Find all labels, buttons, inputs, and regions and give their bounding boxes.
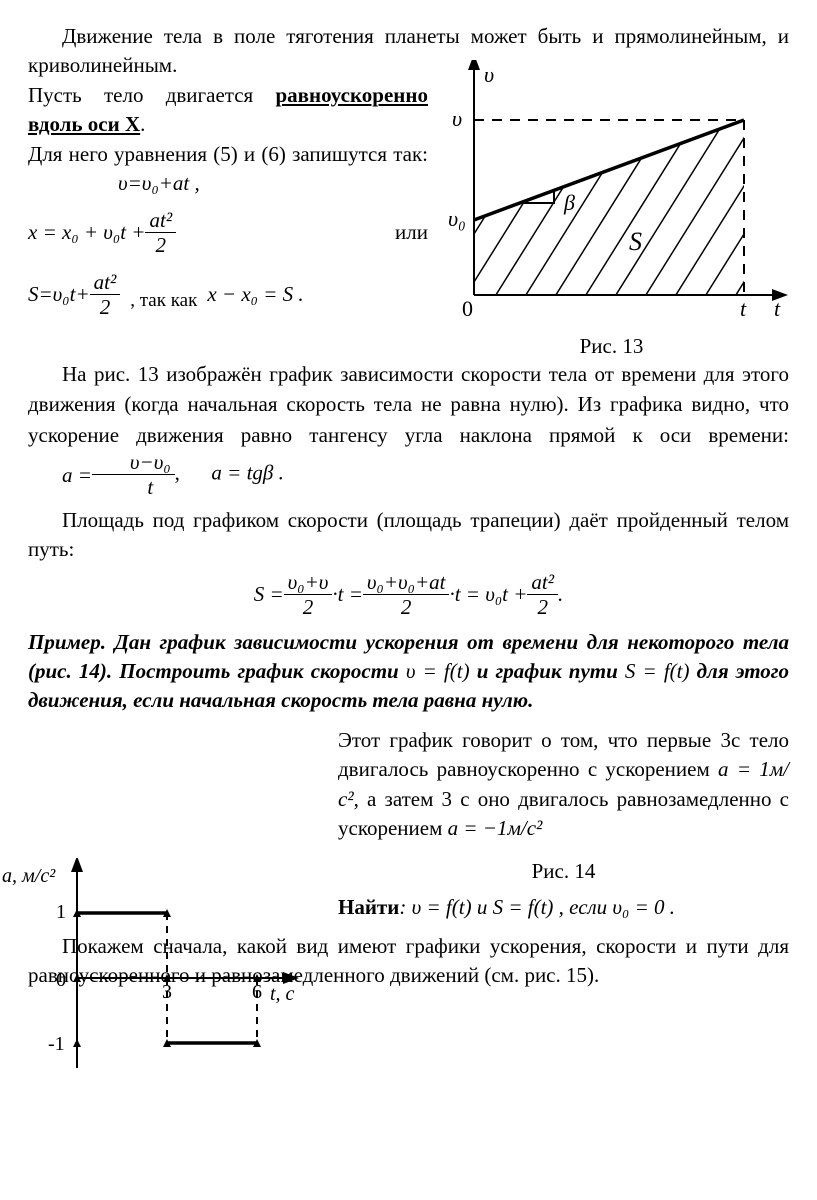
eq4-frac: υ−υ₀ t	[92, 450, 175, 499]
para-6: Этот график говорит о том, что первые 3с…	[338, 726, 789, 844]
eq3-pre: S=υ₀t+	[28, 280, 90, 309]
eq3-num: at²	[90, 270, 121, 295]
fig13-beta: β	[563, 190, 575, 215]
fig14-xlabel: t, с	[270, 983, 295, 1005]
eq4-pre: a =	[28, 460, 92, 490]
eq5-frac-a: υ₀+υ 2	[284, 570, 333, 619]
para-2c: .	[140, 112, 145, 136]
eq4-mid: ,	[175, 461, 180, 485]
eq5-a-mid: ·t =	[332, 580, 363, 609]
find-line: Найти: υ = f(t) и S = f(t) , если υ₀ = 0…	[338, 893, 789, 922]
eq3-mid: , так как	[130, 288, 197, 319]
para-4: На рис. 13 изображён график зависимости …	[28, 359, 789, 500]
fig13-caption: Рис. 13	[434, 332, 789, 361]
fig14-svg: a, м/с² 1 0 -1 3 6 t, с	[2, 858, 302, 1083]
figure-14: a, м/с² 1 0 -1 3 6 t, с	[2, 858, 302, 1091]
para-6-block: Этот график говорит о том, что первые 3с…	[338, 726, 789, 922]
fig13-v-label: υ	[452, 106, 462, 131]
eq3-den: 2	[90, 295, 121, 319]
eq5-frac-b: υ₀+υ₀+at 2	[363, 570, 450, 619]
eq4-den: t	[92, 475, 175, 499]
eq5-c-post: .	[558, 580, 563, 609]
eq2-post: или	[395, 218, 428, 247]
eq5-a-den: 2	[284, 595, 333, 619]
eq-1: υ=υ₀+at ,	[118, 171, 200, 195]
eq-2: x = x₀ + υ₀t + at² 2 или	[28, 208, 428, 257]
eq5-c-num: at²	[527, 570, 558, 595]
example-sft: S = f(t)	[625, 659, 690, 683]
para-2: Пусть тело двигается равноускоренно вдол…	[28, 81, 428, 140]
fig14-ym1: -1	[48, 1033, 65, 1055]
eq5-b-den: 2	[363, 595, 450, 619]
para-2a: Пусть тело двигается	[28, 83, 275, 107]
para-5: Площадь под графиком скорости (площадь т…	[28, 506, 789, 565]
figure-13: υ υ υ₀ 0 t t β S Рис. 13	[434, 60, 789, 362]
fig13-area: S	[629, 227, 642, 256]
para-3-text: Для него уравнения (5) и (6) запишутся т…	[28, 142, 428, 166]
fig14-x3: 3	[162, 981, 172, 1003]
fig14-x6: 6	[252, 981, 262, 1003]
fig14-y1: 1	[56, 901, 66, 923]
eq5-b-num: υ₀+υ₀+at	[363, 570, 450, 595]
fig14-ylabel: a, м/с²	[2, 865, 56, 887]
find-pre: Найти	[338, 895, 399, 919]
fig13-t-axis: t	[774, 296, 781, 320]
eq2-den: 2	[145, 233, 176, 257]
example-mid: и график пути	[477, 659, 625, 683]
fig13-ylabel-top: υ	[484, 62, 494, 87]
fig13-v0-label: υ₀	[448, 206, 466, 231]
eq5-c-den: 2	[527, 595, 558, 619]
example-vft: υ = f(t)	[406, 659, 470, 683]
eq5-pre: S =	[254, 580, 284, 609]
fig13-t-tick: t	[740, 296, 747, 320]
eq5-b-mid: ·t = υ₀t +	[449, 580, 527, 609]
find-body: : υ = f(t) и S = f(t) , если υ₀ = 0 .	[399, 895, 675, 919]
fig13-svg: υ υ υ₀ 0 t t β S	[434, 60, 789, 320]
fig14-caption: Рис. 14	[338, 857, 789, 886]
eq3-post: x − x₀ = S .	[207, 280, 303, 309]
eq2-pre: x = x₀ + υ₀t +	[28, 218, 145, 247]
eq5-a-num: υ₀+υ	[284, 570, 333, 595]
para-3: Для него уравнения (5) и (6) запишутся т…	[28, 140, 428, 199]
eq2-frac: at² 2	[145, 208, 176, 257]
para-6b: , а затем 3 с оно двигалось равнозамедле…	[338, 787, 789, 840]
eq4-num: υ−υ₀	[92, 450, 175, 475]
eq-3: S=υ₀t+ at² 2 , так как x − x₀ = S .	[28, 270, 448, 319]
eq-5: S = υ₀+υ 2 ·t = υ₀+υ₀+at 2 ·t = υ₀t + at…	[28, 570, 789, 619]
eq4-post: a = tgβ .	[211, 461, 283, 485]
para-4-text: На рис. 13 изображён график зависимости …	[28, 362, 789, 447]
eq3-frac: at² 2	[90, 270, 121, 319]
p6-a2: a = −1м/с²	[448, 816, 543, 840]
eq2-num: at²	[145, 208, 176, 233]
example: Пример. Дан график зависимости ускорения…	[28, 628, 789, 716]
fig14-y0: 0	[56, 969, 66, 991]
fig13-origin: 0	[462, 296, 473, 320]
eq5-frac-c: at² 2	[527, 570, 558, 619]
